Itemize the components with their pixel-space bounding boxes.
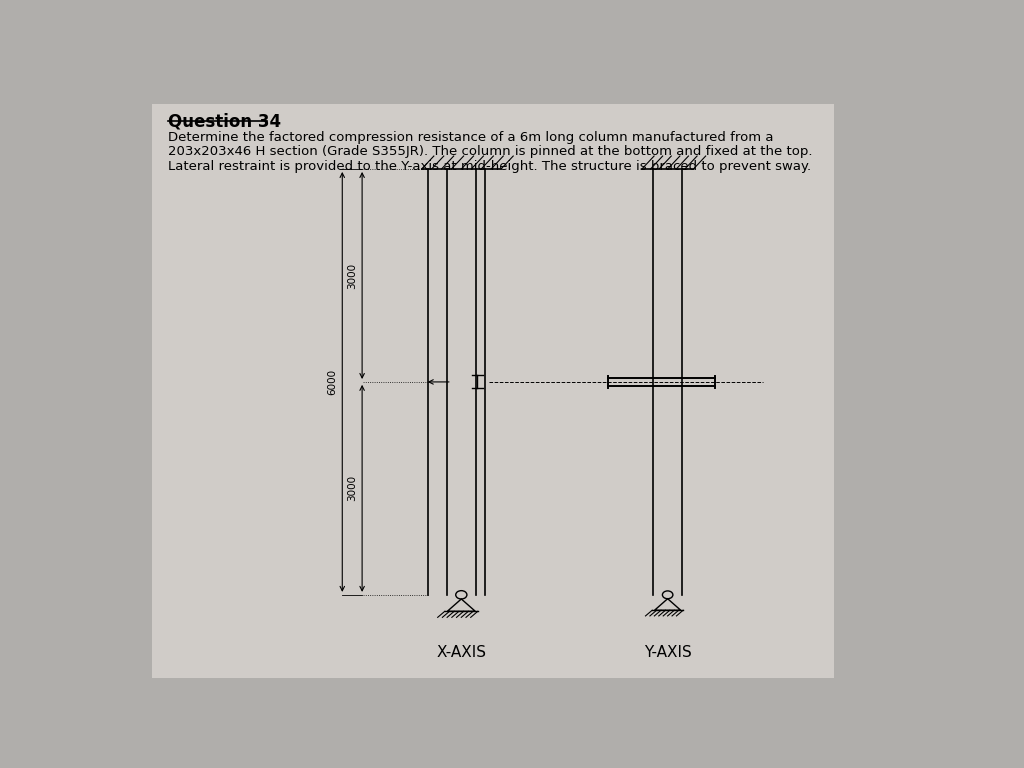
Text: Determine the factored compression resistance of a 6m long column manufactured f: Determine the factored compression resis… <box>168 131 773 144</box>
Bar <box>152 104 835 677</box>
Text: Lateral restraint is provided to the Y-axis at mid-height. The structure is brac: Lateral restraint is provided to the Y-a… <box>168 161 811 173</box>
Text: X-AXIS: X-AXIS <box>436 645 486 660</box>
Text: 3000: 3000 <box>347 475 357 502</box>
Text: 6000: 6000 <box>328 369 338 395</box>
Text: 3000: 3000 <box>347 263 357 289</box>
Text: Question 34: Question 34 <box>168 113 281 131</box>
Text: 203x203x46 H section (Grade S355JR). The column is pinned at the bottom and fixe: 203x203x46 H section (Grade S355JR). The… <box>168 145 812 158</box>
Text: Y-AXIS: Y-AXIS <box>644 645 691 660</box>
